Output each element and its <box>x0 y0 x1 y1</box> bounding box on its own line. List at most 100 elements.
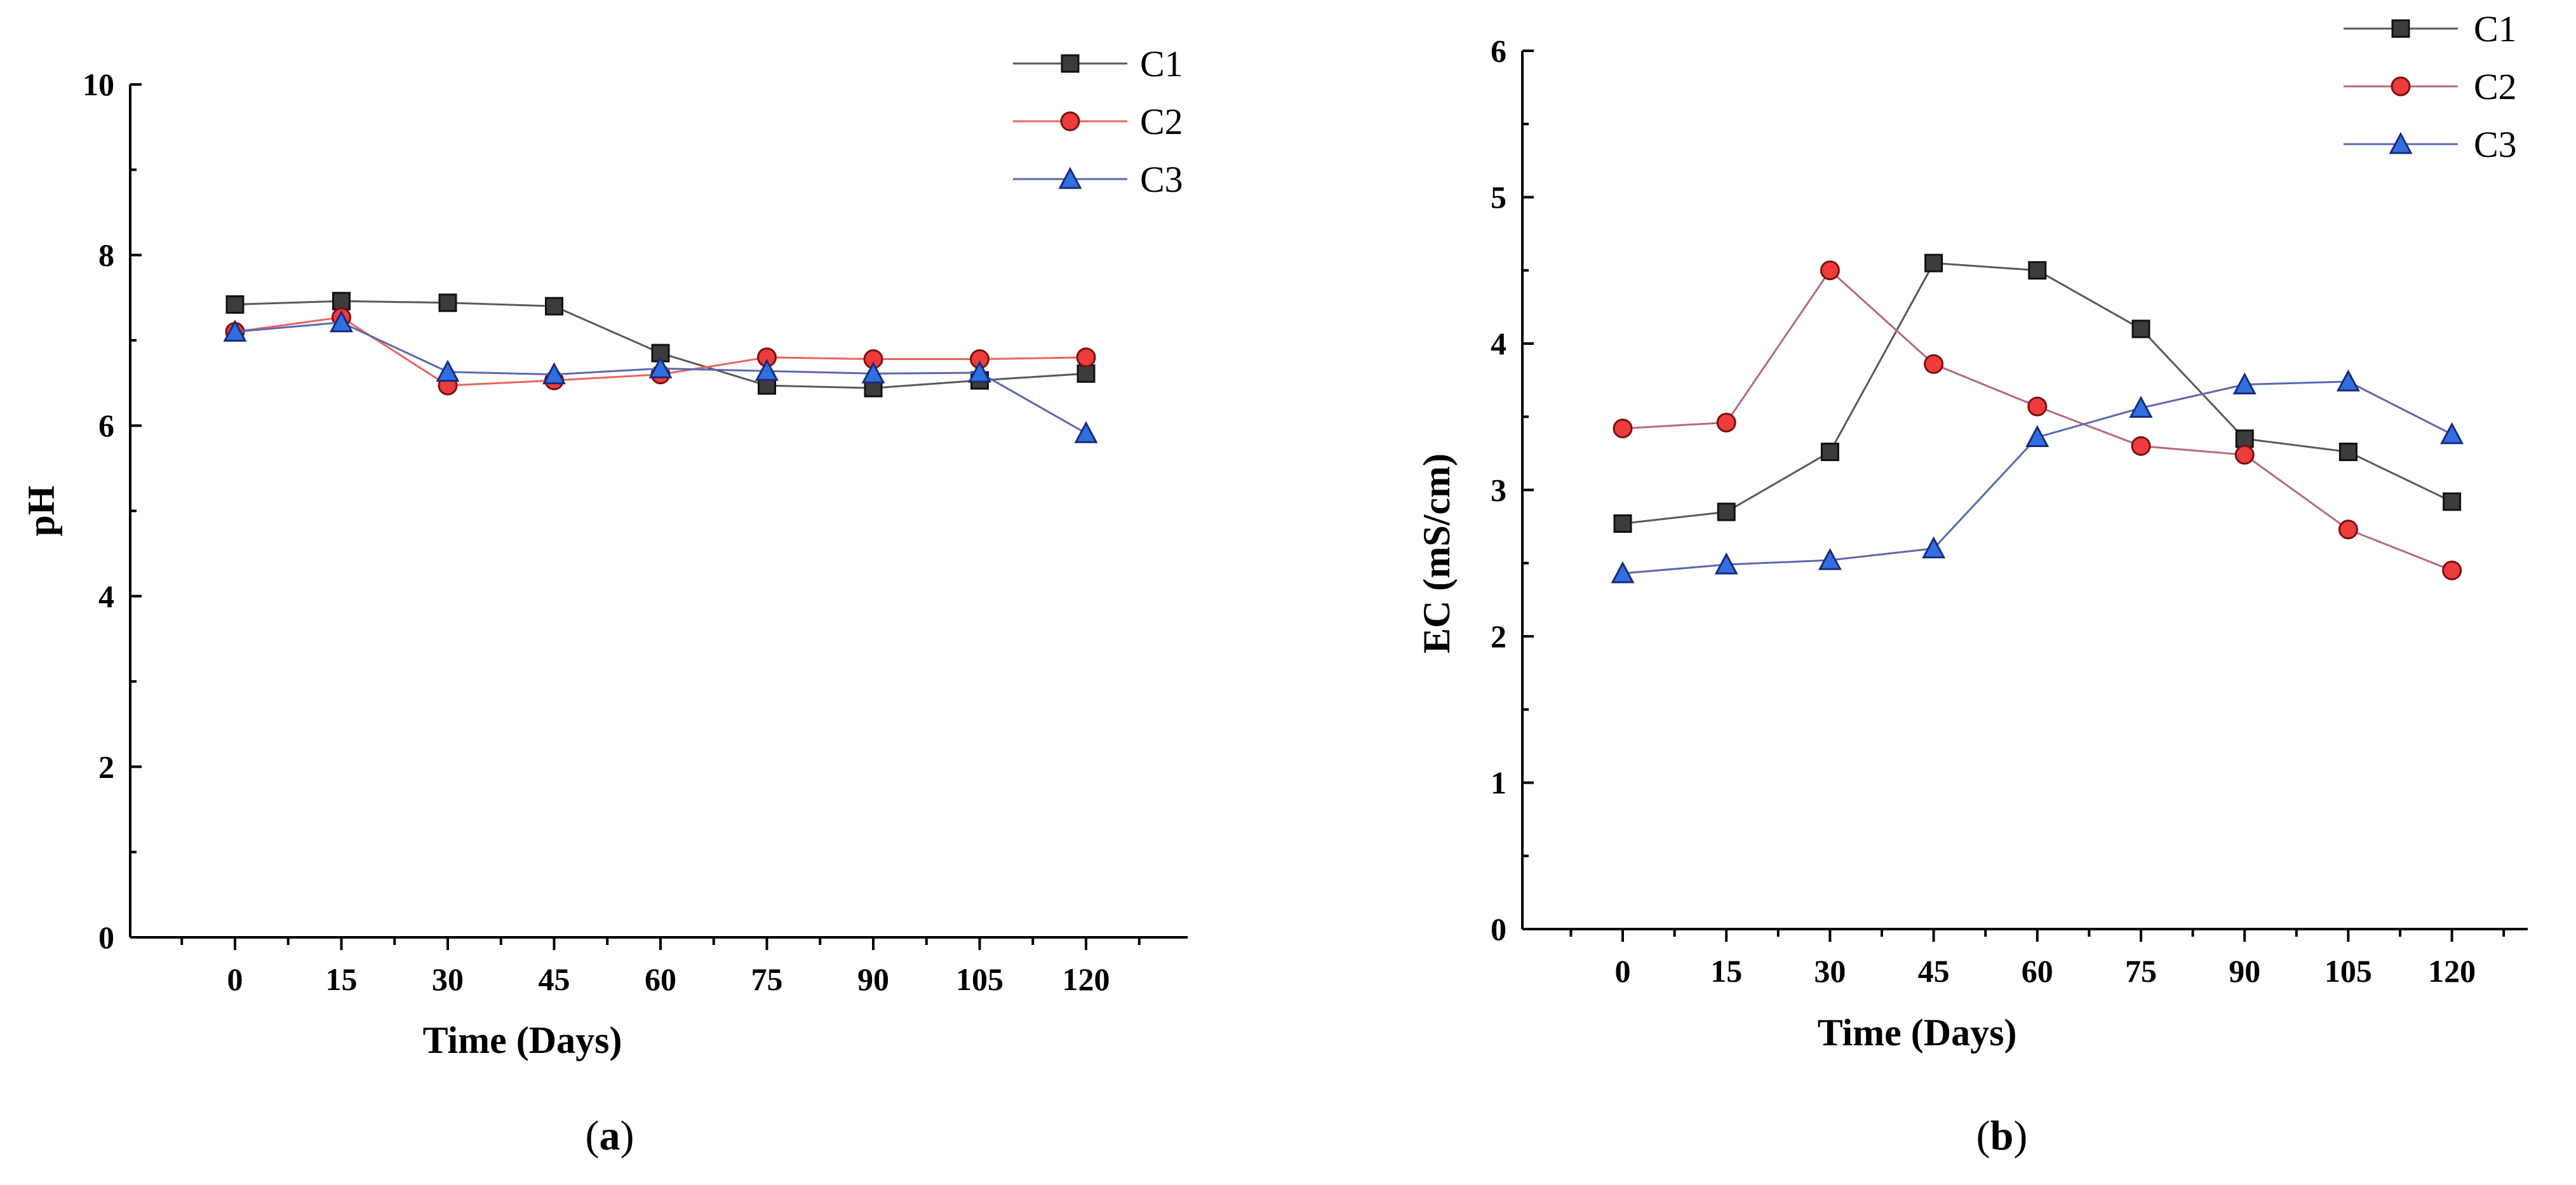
x-tick-label: 15 <box>326 961 358 997</box>
data-point <box>2028 261 2047 280</box>
x-tick-label: 75 <box>2125 953 2157 989</box>
y-tick-label: 4 <box>98 579 114 614</box>
data-point <box>545 297 563 316</box>
x-tick-label: 45 <box>539 961 570 997</box>
data-point <box>225 295 245 314</box>
legend-marker <box>2389 131 2413 154</box>
data-point <box>1924 253 1943 272</box>
series-C3 <box>223 310 1098 443</box>
y-tick-label: 8 <box>98 238 114 273</box>
data-point <box>1820 443 1839 462</box>
y-tick-label: 3 <box>1491 472 1506 508</box>
y-tick-label: 5 <box>1491 180 1506 215</box>
data-point <box>1922 536 1946 559</box>
x-tick-label: 30 <box>1814 953 1846 989</box>
y-tick-label: 0 <box>1491 911 1506 947</box>
x-tick-label: 60 <box>2022 953 2053 989</box>
legend: C1 C2 C3 <box>1013 43 1183 200</box>
x-tick-label: 60 <box>645 961 676 997</box>
legend-label: C3 <box>2474 124 2517 165</box>
data-point <box>2443 492 2462 511</box>
data-point <box>2336 369 2360 392</box>
data-point <box>1077 364 1096 383</box>
y-tick-label: 10 <box>83 67 114 102</box>
x-tick-label: 90 <box>2229 953 2260 989</box>
x-axis-title: Time (Days) <box>1818 1012 2017 1054</box>
y-axis-title: pH <box>20 485 62 536</box>
y-tick-label: 2 <box>98 749 114 784</box>
data-point <box>1613 418 1633 439</box>
data-point <box>1717 502 1736 521</box>
x-tick-label: 30 <box>432 961 464 997</box>
data-point <box>1714 552 1738 575</box>
data-point <box>1924 354 1944 374</box>
x-tick-label: 15 <box>1710 953 1742 989</box>
x-tick-label: 105 <box>956 961 1003 997</box>
data-point <box>2129 396 2153 418</box>
data-point <box>2234 445 2255 465</box>
caption-paren-open: ( <box>586 1113 600 1159</box>
panel-caption: (b) <box>1976 1113 2028 1159</box>
caption-paren-close: ) <box>621 1113 634 1159</box>
y-tick-label: 6 <box>98 408 114 443</box>
data-point <box>2338 519 2358 540</box>
legend-marker <box>2391 76 2411 97</box>
panel-a-chart: 0 2 4 6 8 10 0 15 30 45 60 75 90 105 120 Time (Days) pH C… <box>20 43 1188 1159</box>
x-tick-label: 0 <box>227 961 243 997</box>
data-point <box>1076 347 1096 368</box>
data-point <box>1611 561 1635 584</box>
data-point <box>332 291 351 311</box>
y-tick-label: 2 <box>1491 619 1506 654</box>
x-tick-label: 120 <box>2428 953 2476 989</box>
x-tick-label: 75 <box>751 961 783 997</box>
data-point <box>1613 514 1632 533</box>
data-point <box>2338 443 2358 462</box>
legend-label: C1 <box>1140 43 1183 84</box>
x-tick-label: 120 <box>1063 961 1110 997</box>
data-point <box>2235 429 2254 448</box>
y-tick-label: 0 <box>98 920 114 955</box>
y-axis-title: EC (mS/cm) <box>1416 453 1458 653</box>
data-point <box>2025 425 2049 448</box>
data-point <box>1820 260 1840 281</box>
legend-label: C2 <box>1140 101 1183 142</box>
data-point <box>2131 319 2150 338</box>
data-point <box>2232 372 2257 395</box>
data-point <box>755 359 779 381</box>
legend-marker <box>1060 111 1080 131</box>
caption-paren-open: ( <box>1976 1113 1990 1159</box>
data-point <box>542 362 566 385</box>
data-point <box>2442 560 2462 580</box>
data-point <box>2027 396 2048 417</box>
series-C3 <box>1611 369 2464 584</box>
data-point <box>436 359 460 382</box>
x-tick-label: 105 <box>2324 953 2372 989</box>
caption-letter: a <box>600 1113 621 1159</box>
legend-label: C2 <box>2474 66 2517 107</box>
x-axis-title: Time (Days) <box>423 1019 622 1061</box>
legend: C1 C2 C3 <box>2344 8 2517 165</box>
data-point <box>1818 547 1842 570</box>
y-tick-label: 6 <box>1491 33 1506 69</box>
caption-paren-close: ) <box>2013 1113 2027 1159</box>
data-point <box>223 319 247 342</box>
series-C1 <box>1613 253 2462 533</box>
caption-letter: b <box>1990 1113 2014 1159</box>
data-point <box>648 356 673 378</box>
data-point <box>330 310 353 333</box>
legend-marker <box>1058 166 1082 189</box>
data-point <box>1716 412 1736 432</box>
data-point <box>861 361 885 384</box>
data-point <box>2131 436 2151 456</box>
x-tick-label: 0 <box>1615 953 1631 989</box>
panel-caption: (a) <box>586 1113 634 1159</box>
y-tick-label: 4 <box>1491 326 1506 361</box>
legend-label: C1 <box>2474 8 2517 50</box>
x-tick-label: 90 <box>857 961 889 997</box>
data-point <box>968 360 991 383</box>
legend-label: C3 <box>1140 159 1183 200</box>
series-line <box>1622 269 2453 572</box>
y-tick-label: 1 <box>1491 765 1506 801</box>
